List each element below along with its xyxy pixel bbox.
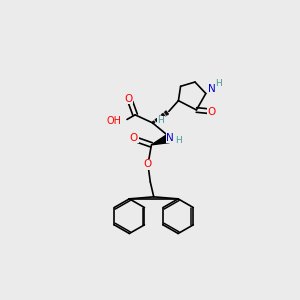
- Polygon shape: [155, 118, 158, 122]
- Text: OH: OH: [106, 116, 121, 126]
- Text: H: H: [215, 79, 222, 88]
- Polygon shape: [152, 121, 155, 124]
- Text: O: O: [207, 107, 216, 117]
- Polygon shape: [161, 113, 165, 117]
- Text: H: H: [175, 136, 181, 145]
- Text: N: N: [166, 133, 174, 143]
- Text: O: O: [144, 160, 152, 170]
- Text: H: H: [157, 116, 164, 125]
- Polygon shape: [158, 116, 162, 119]
- Polygon shape: [165, 111, 168, 115]
- Polygon shape: [152, 135, 169, 145]
- Text: N: N: [208, 84, 215, 94]
- Text: O: O: [130, 133, 138, 143]
- Text: O: O: [124, 94, 132, 104]
